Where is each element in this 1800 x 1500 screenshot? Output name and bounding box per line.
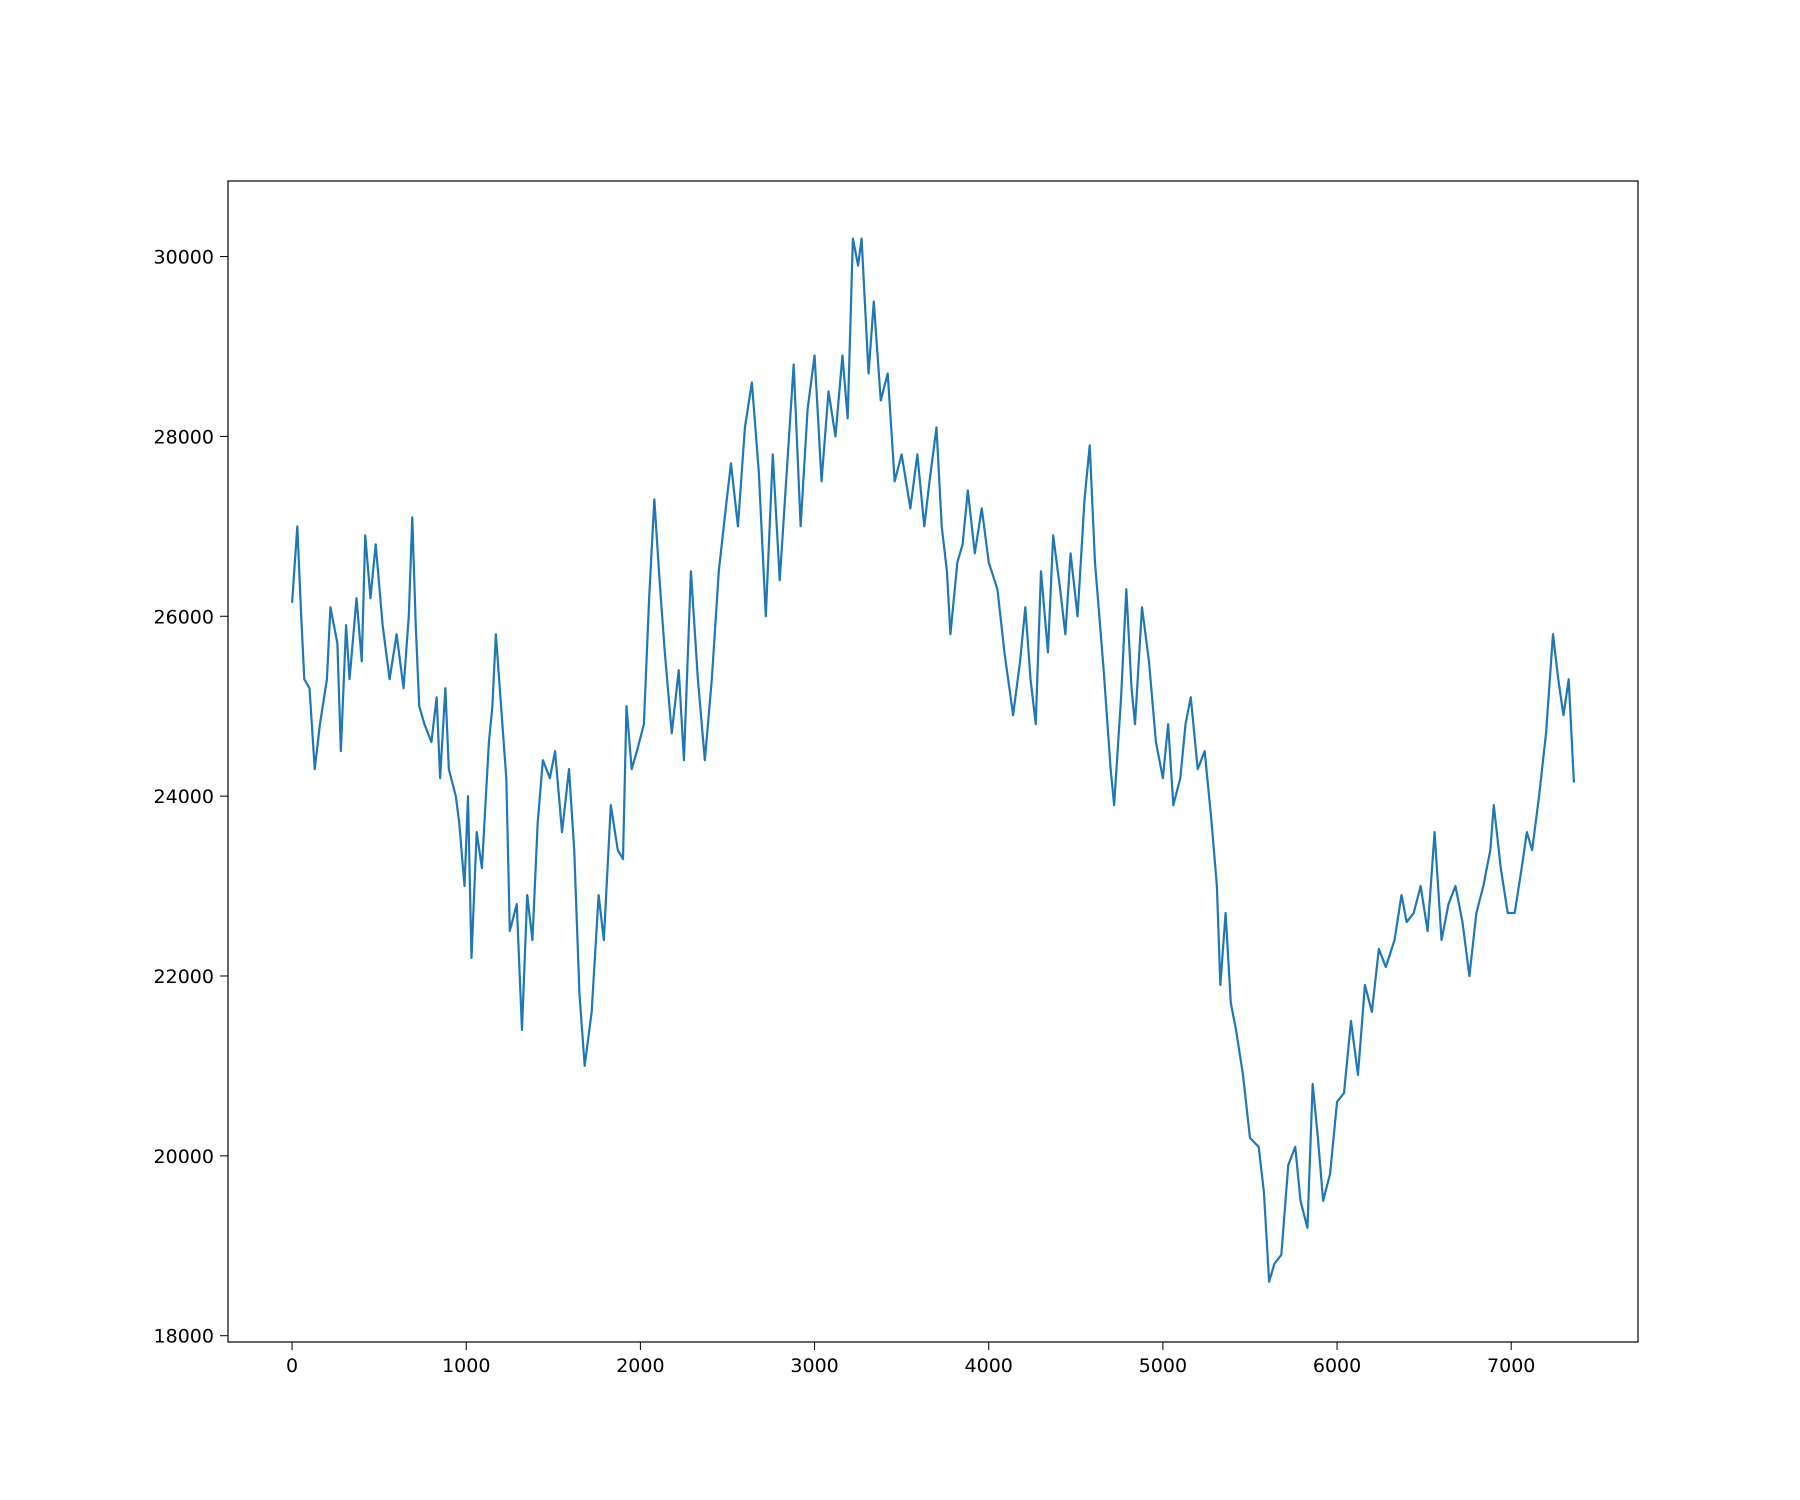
- x-tick-label: 4000: [965, 1355, 1013, 1377]
- x-tick-label: 3000: [790, 1355, 838, 1377]
- x-tick-label: 1000: [442, 1355, 490, 1377]
- y-tick-label: 20000: [154, 1146, 214, 1168]
- x-tick-label: 6000: [1313, 1355, 1361, 1377]
- x-tick-label: 5000: [1139, 1355, 1187, 1377]
- y-tick-label: 28000: [154, 426, 214, 448]
- axes-frame: [227, 180, 1639, 1343]
- y-tick-label: 30000: [154, 247, 214, 269]
- line-series: [290, 237, 1576, 1283]
- y-tick-label: 18000: [154, 1326, 214, 1348]
- y-tick-label: 22000: [154, 966, 214, 988]
- x-tick-label: 0: [286, 1355, 298, 1377]
- x-tick-label: 7000: [1487, 1355, 1535, 1377]
- x-tick-label: 2000: [616, 1355, 664, 1377]
- y-tick-label: 24000: [154, 786, 214, 808]
- y-tick-label: 26000: [154, 606, 214, 628]
